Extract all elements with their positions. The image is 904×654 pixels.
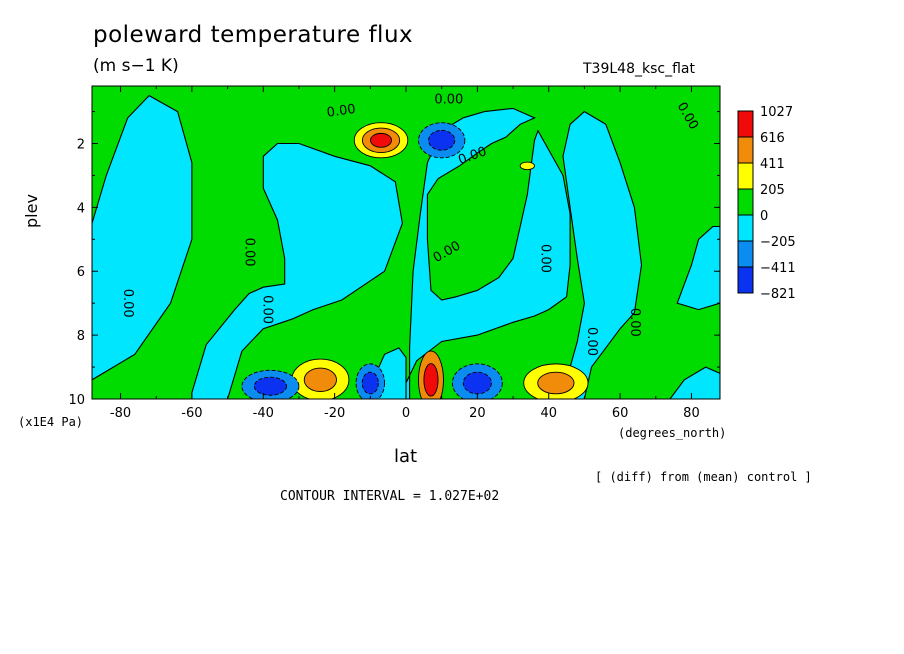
- x-axis-unit: (degrees_north): [618, 426, 727, 440]
- y-axis-unit: (x1E4 Pa): [18, 415, 84, 429]
- warm-cell-4-level-0: [519, 161, 535, 171]
- negative-region-0: [92, 94, 193, 381]
- colorbar-box-green: [737, 188, 754, 216]
- warm-cell-0-level-2: [370, 132, 393, 148]
- colorbar-label-1: 616: [760, 131, 785, 146]
- negative-region-5: [676, 225, 720, 311]
- colorbar-box-red: [737, 110, 754, 138]
- negative-region-3: [548, 110, 643, 399]
- contour-label-9: 0.00: [584, 327, 599, 356]
- cold-cell-3-level-1: [462, 371, 492, 395]
- plot-area: 0.000.000.000.000.000.000.000.000.000.00…: [92, 86, 720, 399]
- x-tick-label-8: 80: [683, 406, 700, 421]
- x-tick-label-2: -40: [253, 406, 274, 421]
- colorbar-box-orange: [737, 136, 754, 164]
- x-tick-label-5: 20: [469, 406, 486, 421]
- run-name: T39L48_ksc_flat: [583, 61, 695, 77]
- y-tick-label-4: 10: [68, 393, 85, 408]
- x-tick-label-4: 0: [402, 406, 410, 421]
- contour-label-1: 0.00: [434, 93, 463, 108]
- chart-title: poleward temperature flux: [93, 22, 414, 48]
- colorbar-box-midblue: [737, 240, 754, 268]
- y-tick-label-3: 8: [77, 329, 85, 344]
- contour-label-0: 0.00: [326, 102, 357, 121]
- x-tick-label-7: 60: [612, 406, 629, 421]
- colorbar-box-cyan: [737, 214, 754, 242]
- warm-cell-1-level-1: [303, 367, 337, 393]
- negative-region-4: [669, 366, 720, 399]
- y-tick-label-0: 2: [77, 137, 85, 152]
- warm-cell-2-level-1: [537, 371, 575, 395]
- contour-label-6: 0.00: [120, 289, 135, 318]
- colorbar-label-2: 411: [760, 157, 785, 172]
- negative-region-2: [405, 107, 571, 399]
- y-tick-label-2: 6: [77, 265, 85, 280]
- colorbar-box-blue: [737, 266, 754, 294]
- contour-label-8: 0.00: [627, 308, 642, 337]
- contour-interval: CONTOUR INTERVAL = 1.027E+02: [280, 489, 500, 504]
- x-tick-label-1: -60: [181, 406, 202, 421]
- colorbar-label-7: −821: [760, 287, 796, 302]
- negative-region-1: [191, 142, 403, 399]
- colorbar-label-4: 0: [760, 209, 768, 224]
- colorbar-label-5: −205: [760, 235, 796, 250]
- diff-note: [ (diff) from (mean) control ]: [595, 470, 812, 484]
- colorbar-box-yellow: [737, 162, 754, 190]
- x-tick-label-0: -80: [110, 406, 131, 421]
- y-tick-label-1: 4: [77, 201, 85, 216]
- contour-label-4: 0.00: [241, 238, 256, 267]
- contour-label-5: 0.00: [259, 295, 274, 324]
- colorbar-label-3: 205: [760, 183, 785, 198]
- x-axis-label: lat: [394, 446, 418, 467]
- cold-cell-2-level-1: [361, 371, 379, 395]
- x-tick-label-6: 40: [540, 406, 557, 421]
- contour-label-7: 0.00: [538, 244, 553, 273]
- cold-cell-0-level-1: [428, 129, 456, 151]
- warm-cell-3-level-1: [423, 363, 439, 397]
- colorbar-label-6: −411: [760, 261, 796, 276]
- colorbar-label-0: 1027: [760, 105, 793, 120]
- chart-units: (m s−1 K): [93, 56, 179, 76]
- cold-cell-1-level-1: [253, 376, 287, 396]
- x-tick-label-3: -20: [324, 406, 345, 421]
